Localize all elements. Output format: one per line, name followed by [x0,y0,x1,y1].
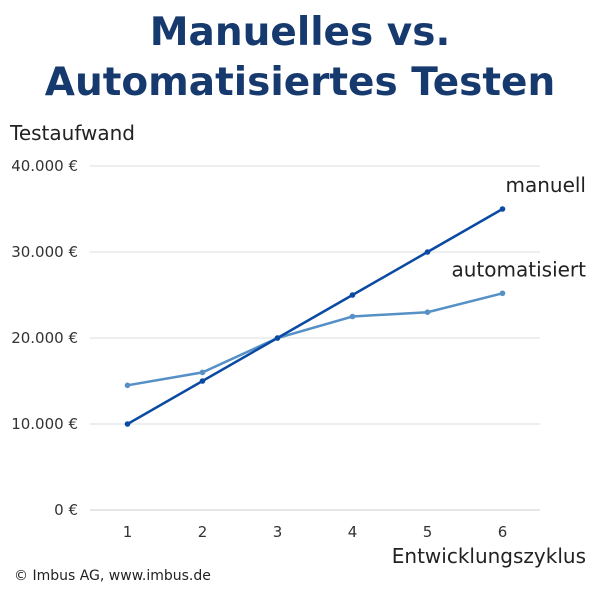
data-point-manuell [124,421,131,427]
x-tick-label: 2 [198,523,208,541]
y-tick-label: 10.000 € [11,415,78,433]
x-tick-label: 3 [273,523,283,541]
data-point-manuell [349,292,356,298]
y-tick-label: 30.000 € [11,243,78,261]
chart-title-line-1: Manuelles vs. [149,10,451,55]
y-tick-label: 20.000 € [11,329,78,347]
x-axis-title: Entwicklungszyklus [392,544,586,568]
data-point-manuell [274,335,281,341]
grid-lines [90,165,540,425]
series-lines [124,206,506,427]
data-point-automatisiert [499,290,506,297]
y-axis-ticks: 0 € 10.000 € 20.000 € 30.000 € 40.000 € [11,157,78,519]
data-point-automatisiert [424,309,431,316]
data-point-automatisiert [199,369,206,376]
chart-title: Manuelles vs. Automatisiertes Testen [0,8,600,108]
series-line-manuell [126,207,504,426]
copyright-notice: © Imbus AG, www.imbus.de [14,568,211,584]
y-tick-label: 0 € [54,501,78,519]
series-labels: automatisiert manuell [452,173,587,281]
y-axis-title: Testaufwand [9,121,135,145]
chart-title-line-2: Automatisiertes Testen [44,60,556,105]
x-axis-ticks: 1 2 3 4 5 6 [123,523,508,541]
x-tick-label: 5 [423,523,433,541]
y-tick-label: 40.000 € [11,157,78,175]
data-point-automatisiert [124,382,131,389]
series-line-automatisiert [127,292,503,387]
x-tick-label: 6 [498,523,508,541]
data-point-manuell [499,206,506,212]
x-tick-label: 4 [348,523,358,541]
series-label-manuell: manuell [505,173,586,197]
data-point-manuell [199,378,206,384]
data-point-manuell [424,249,431,255]
x-tick-label: 1 [123,523,133,541]
series-label-automatisiert: automatisiert [452,257,587,281]
data-point-automatisiert [349,313,356,320]
